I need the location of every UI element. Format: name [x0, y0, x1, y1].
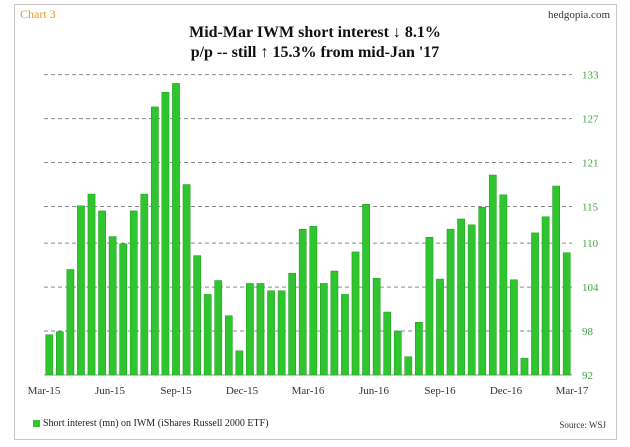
bar: [182, 184, 191, 376]
bar: [288, 272, 297, 376]
bar: [98, 210, 106, 376]
chart-title-line2: p/p -- still ↑ 15.3% from mid-Jan '17: [190, 44, 440, 61]
y-tick-label: 115: [582, 202, 599, 214]
x-tick-label: Mar-17: [556, 385, 589, 397]
bar: [488, 174, 497, 376]
y-tick-label: 133: [582, 70, 599, 82]
bar: [246, 283, 254, 376]
bar: [362, 204, 370, 376]
y-tick-label: 104: [582, 282, 599, 294]
bar: [510, 279, 518, 376]
y-tick-label: 92: [582, 370, 593, 382]
bar: [140, 193, 149, 376]
bar: [224, 315, 233, 376]
y-tick-label: 127: [582, 114, 599, 126]
bar: [151, 106, 159, 376]
x-tick-label: Jun-16: [359, 385, 389, 397]
bar: [383, 311, 392, 376]
bar: [499, 194, 508, 376]
bar: [172, 83, 180, 376]
x-tick-label: Jun-15: [95, 385, 125, 397]
bar: [298, 228, 307, 376]
bar: [256, 283, 265, 376]
source-note: Source: WSJ: [559, 420, 606, 430]
legend-label: Short interest (mn) on IWM (iShares Russ…: [43, 418, 269, 429]
x-tick-label: Sep-16: [424, 385, 456, 397]
bar: [372, 278, 381, 376]
x-tick-label: Mar-16: [292, 385, 325, 397]
bar: [520, 357, 529, 376]
legend: Short interest (mn) on IWM (iShares Russ…: [33, 418, 269, 429]
bar: [425, 237, 434, 376]
bar: [203, 294, 212, 376]
bar: [235, 350, 244, 376]
bar: [457, 218, 465, 376]
bar: [404, 356, 413, 376]
bar: [119, 243, 128, 376]
bar: [309, 226, 318, 376]
bar: [77, 205, 85, 376]
x-axis-ticks: Mar-15 Jun-15 Sep-15 Dec-15 Mar-16 Jun-16 Sep-…: [28, 385, 589, 397]
bar: [277, 290, 286, 376]
bar: [87, 193, 96, 376]
bar: [436, 278, 444, 376]
bar: [415, 322, 423, 376]
bar: [478, 206, 487, 376]
bar: [531, 232, 539, 376]
brand-label: hedgopia.com: [547, 9, 610, 21]
bar: [351, 251, 360, 376]
x-tick-label: Mar-15: [28, 385, 61, 397]
bar: [467, 224, 476, 376]
bar: [446, 228, 455, 376]
bar: [66, 269, 75, 376]
bar: [56, 331, 64, 376]
bar: [45, 334, 54, 376]
bar: [214, 280, 223, 376]
legend-swatch: [33, 420, 40, 427]
x-tick-label: Dec-16: [490, 385, 523, 397]
bar: [562, 252, 571, 376]
bar: [193, 255, 201, 376]
bar: [552, 185, 561, 376]
chart-title-line1: Mid-Mar IWM short interest ↓ 8.1%: [189, 24, 441, 41]
y-tick-label: 110: [582, 238, 599, 250]
bar: [330, 270, 339, 376]
y-axis-ticks: 92 98 104 110 115 121 127 133: [582, 70, 599, 382]
y-tick-label: 121: [582, 158, 599, 170]
chart-number-label: Chart 3: [20, 7, 56, 21]
bar: [108, 236, 117, 376]
bar: [320, 283, 328, 376]
bar: [129, 210, 138, 376]
x-tick-label: Sep-15: [160, 385, 192, 397]
bar: [341, 294, 349, 376]
x-tick-label: Dec-15: [226, 385, 259, 397]
bars: [45, 83, 571, 376]
y-tick-label: 98: [582, 326, 594, 338]
bar: [393, 330, 402, 376]
bar: [161, 91, 170, 376]
bar: [541, 216, 550, 376]
bar: [267, 290, 275, 376]
